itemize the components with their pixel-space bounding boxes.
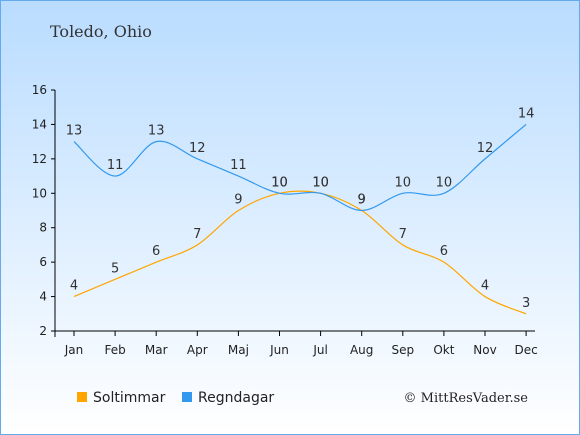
data-label-soltimmar: 7 (399, 227, 407, 242)
data-label-regndagar: 11 (230, 158, 247, 173)
data-label-soltimmar: 6 (152, 244, 160, 259)
data-label-soltimmar: 10 (312, 175, 329, 190)
legend-swatch-soltimmar (77, 392, 87, 402)
data-label-soltimmar: 6 (440, 244, 448, 259)
data-label-soltimmar: 10 (271, 175, 288, 190)
x-tick-label: Dec (514, 343, 537, 357)
data-label-regndagar: 13 (66, 124, 83, 139)
x-tick-label: Aug (350, 343, 373, 357)
data-label-soltimmar: 9 (358, 193, 366, 208)
data-label-soltimmar: 4 (70, 279, 78, 294)
y-tick-label: 6 (39, 255, 47, 269)
data-label-soltimmar: 3 (522, 296, 530, 311)
data-label-regndagar: 10 (312, 175, 329, 190)
x-tick-label: Nov (473, 343, 496, 357)
legend-swatch-regndagar (182, 392, 192, 402)
series-line-regndagar (73, 123, 527, 212)
y-tick-label: 4 (39, 290, 47, 304)
y-tick-label: 8 (39, 221, 47, 235)
data-label-regndagar: 11 (107, 158, 124, 173)
y-tick-label: 14 (32, 117, 47, 131)
data-label-soltimmar: 4 (481, 279, 489, 294)
data-label-soltimmar: 9 (234, 193, 242, 208)
legend-label-soltimmar: Soltimmar (93, 390, 166, 406)
data-label-soltimmar: 7 (193, 227, 201, 242)
y-tick-label: 16 (32, 83, 47, 97)
data-label-regndagar: 14 (518, 106, 535, 121)
y-tick-label: 12 (32, 152, 47, 166)
credit-text: © MittResVader.se (404, 391, 529, 406)
x-tick-label: Jan (64, 343, 84, 357)
x-tick-label: Sep (391, 343, 414, 357)
legend-label-regndagar: Regndagar (198, 390, 274, 406)
data-label-regndagar: 10 (436, 175, 453, 190)
data-label-regndagar: 12 (189, 141, 206, 156)
x-tick-label: Jun (269, 343, 289, 357)
x-tick-label: Okt (433, 343, 454, 357)
x-tick-label: Maj (228, 343, 249, 357)
y-tick-label: 10 (32, 186, 47, 200)
legend: Soltimmar Regndagar (77, 390, 274, 406)
data-label-regndagar: 9 (358, 193, 366, 208)
series-layer (73, 123, 527, 315)
x-tick-label: Apr (187, 343, 208, 357)
data-label-regndagar: 10 (395, 175, 412, 190)
x-tick-label: Mar (145, 343, 168, 357)
data-label-soltimmar: 5 (111, 261, 119, 276)
series-line-soltimmar (73, 190, 527, 315)
axes: 2 4 6 8 10 12 14 16 Jan Feb Mar Apr Maj Jun Jul Aug Sep O… (32, 83, 538, 357)
data-label-regndagar: 10 (271, 175, 288, 190)
x-tick-label: Feb (104, 343, 125, 357)
data-label-regndagar: 13 (148, 124, 165, 139)
y-tick-label: 2 (39, 324, 47, 338)
chart-title: Toledo, Ohio (50, 22, 152, 41)
data-label-regndagar: 12 (477, 141, 494, 156)
x-tick-label: Jul (312, 343, 327, 357)
